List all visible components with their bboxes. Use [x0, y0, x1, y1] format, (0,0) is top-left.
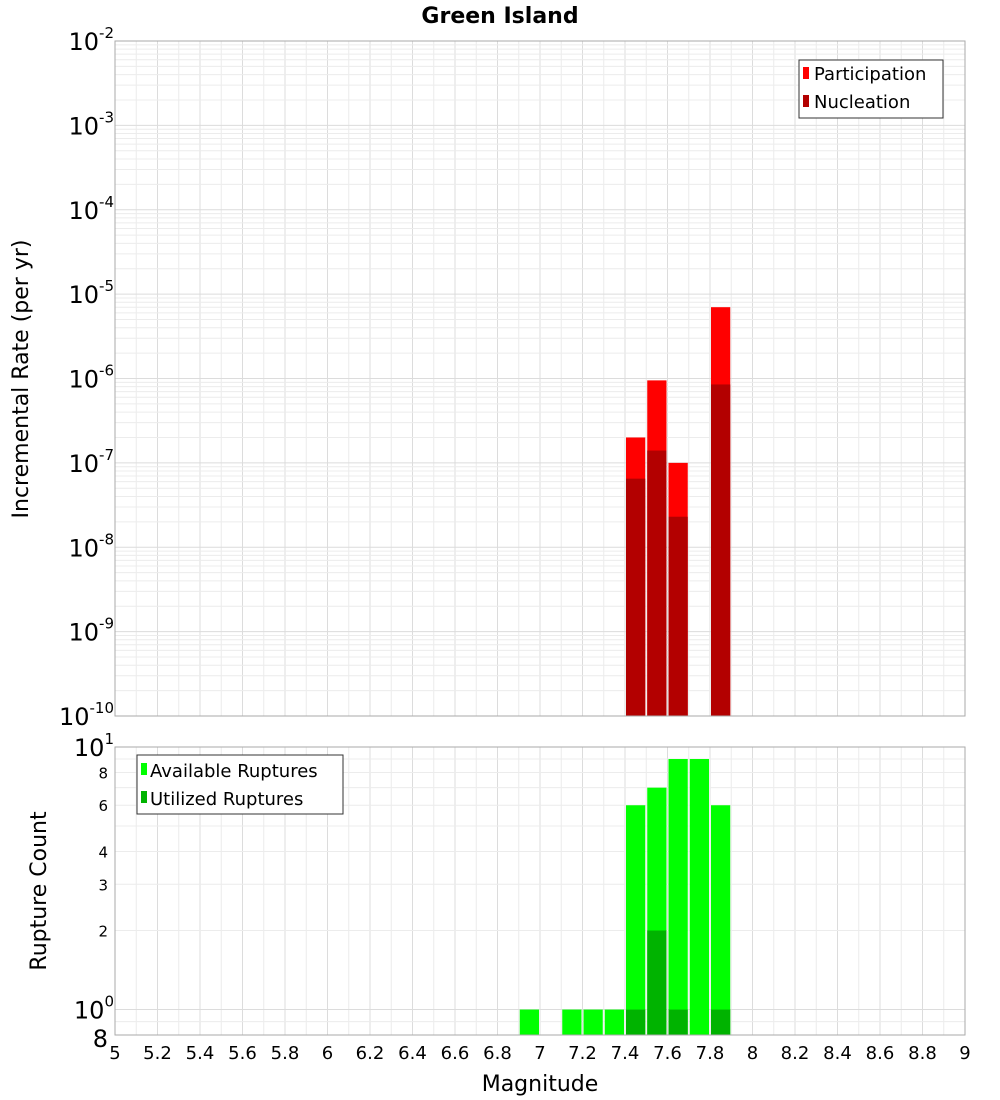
- bottom-y-tick-label: 3: [98, 876, 108, 894]
- bottom-y-tick-label: 8: [93, 1025, 108, 1053]
- top-bars: [626, 307, 731, 717]
- top-y-tick-label: 10-7: [68, 446, 114, 478]
- bottom-y-tick-label: 2: [98, 923, 108, 941]
- bottom-y-axis-label: Rupture Count: [27, 811, 52, 971]
- x-tick-label: 6.8: [483, 1043, 512, 1064]
- x-tick-label: 5: [109, 1043, 120, 1064]
- top-legend-box: [798, 59, 944, 119]
- bottom-y-tick-label: 101: [74, 730, 114, 762]
- legend-label-nucleation: Nucleation: [814, 92, 910, 113]
- top-legend: Participation Nucleation: [798, 59, 944, 119]
- top-y-tick-label: 10-5: [68, 277, 114, 309]
- bottom-bar-available-ruptures: [711, 805, 731, 1035]
- top-y-tick-label: 10-9: [68, 615, 114, 647]
- bottom-bars: [519, 759, 731, 1035]
- bottom-y-tick-label: 100: [74, 993, 114, 1025]
- x-tick-labels: 5 5.2 5.4 5.6 5.8 6 6.2 6.4 6.6 6.8 7 7.2 7.4 7.6 7.8 8…: [109, 1043, 970, 1064]
- legend-swatch-utilized: [141, 791, 147, 803]
- x-tick-label: 6.6: [441, 1043, 470, 1064]
- chart-title: Green Island: [421, 4, 578, 29]
- top-y-tick-label: 10-3: [68, 108, 114, 140]
- bottom-bar-available-ruptures: [604, 1009, 624, 1035]
- bottom-bar-available-ruptures: [562, 1009, 582, 1035]
- top-y-axis-label: Incremental Rate (per yr): [9, 240, 34, 519]
- bottom-bar-available-ruptures: [689, 759, 709, 1035]
- top-bar-nucleation: [711, 384, 731, 716]
- x-tick-label: 7: [534, 1043, 545, 1064]
- top-bar-nucleation: [647, 450, 667, 716]
- bottom-y-tick-label: 4: [98, 843, 108, 861]
- top-plot: 10-10 10-9 10-8 10-7 10-6 10-5 10-4 10-3 10-2 In…: [9, 24, 966, 731]
- top-y-tick-label: 10-4: [68, 193, 114, 225]
- x-tick-label: 7.6: [653, 1043, 682, 1064]
- top-bar-nucleation: [668, 516, 688, 716]
- x-tick-label: 5.6: [228, 1043, 257, 1064]
- legend-label-participation: Participation: [814, 64, 926, 85]
- bottom-bar-available-ruptures: [583, 1009, 603, 1035]
- bottom-bar-utilized-ruptures: [647, 930, 667, 1035]
- bottom-legend: Available Ruptures Utilized Ruptures: [136, 754, 344, 815]
- x-tick-label: 8: [747, 1043, 758, 1064]
- legend-label-utilized: Utilized Ruptures: [150, 789, 303, 810]
- bottom-bar-utilized-ruptures: [668, 1009, 688, 1035]
- bottom-bar-utilized-ruptures: [711, 1009, 731, 1035]
- bottom-plot-frame: [114, 746, 966, 1036]
- top-plot-frame: [114, 40, 966, 717]
- x-tick-label: 7.4: [611, 1043, 640, 1064]
- x-tick-label: 8.8: [908, 1043, 937, 1064]
- bottom-bar-available-ruptures: [626, 805, 646, 1035]
- legend-swatch-nucleation: [803, 95, 809, 107]
- bottom-y-tick-label: 6: [98, 797, 108, 815]
- legend-label-available: Available Ruptures: [150, 761, 318, 782]
- bottom-y-tick-label: 8: [98, 764, 108, 782]
- top-bar-nucleation: [626, 478, 646, 716]
- x-tick-label: 7.8: [696, 1043, 725, 1064]
- legend-swatch-available: [141, 763, 147, 775]
- x-tick-label: 8.6: [866, 1043, 895, 1064]
- top-y-tick-label: 10-10: [59, 699, 114, 731]
- x-axis-label: Magnitude: [482, 1072, 599, 1097]
- top-y-tick-label: 10-8: [68, 530, 114, 562]
- bottom-legend-box: [136, 754, 344, 815]
- x-tick-label: 6.4: [398, 1043, 427, 1064]
- x-tick-label: 7.2: [568, 1043, 597, 1064]
- top-gridlines: [114, 41, 966, 717]
- x-tick-label: 8.4: [823, 1043, 852, 1064]
- top-y-tick-labels: 10-10 10-9 10-8 10-7 10-6 10-5 10-4 10-3 10-2: [59, 24, 114, 731]
- x-tick-label: 5.4: [186, 1043, 215, 1064]
- top-y-tick-label: 10-2: [68, 24, 114, 56]
- bottom-bar-available-ruptures: [519, 1009, 539, 1035]
- legend-swatch-participation: [803, 67, 809, 79]
- x-tick-label: 8.2: [781, 1043, 810, 1064]
- x-tick-label: 5.2: [143, 1043, 172, 1064]
- x-tick-label: 6: [322, 1043, 333, 1064]
- x-tick-label: 6.2: [356, 1043, 385, 1064]
- x-tick-label: 9: [959, 1043, 970, 1064]
- top-y-tick-label: 10-6: [68, 362, 114, 394]
- x-tick-label: 5.8: [271, 1043, 300, 1064]
- bottom-bar-available-ruptures: [668, 759, 688, 1035]
- bottom-bar-utilized-ruptures: [626, 1009, 646, 1035]
